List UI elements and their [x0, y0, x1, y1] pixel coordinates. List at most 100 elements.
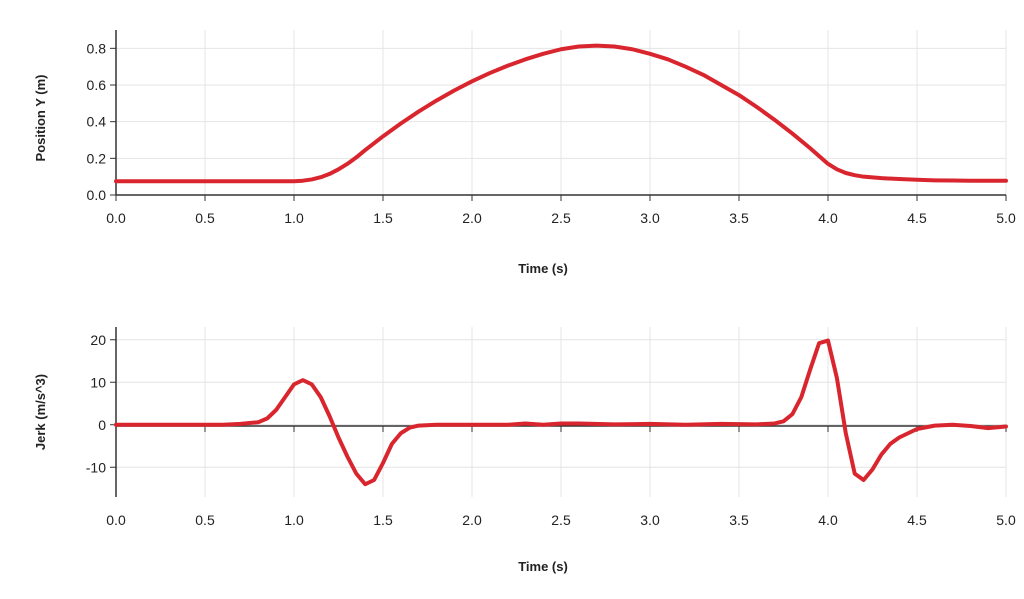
jerk-data-point — [363, 482, 367, 486]
jerk-y-tick-label: 10 — [90, 374, 106, 390]
position-data-point — [417, 110, 421, 114]
jerk-data-point — [612, 422, 616, 426]
jerk-data-point — [871, 467, 875, 471]
position-x-tick-label: 0.0 — [106, 210, 126, 226]
jerk-data-point — [506, 423, 510, 427]
position-x-tick-label: 0.5 — [195, 210, 215, 226]
jerk-y-axis-title: Jerk (m/s^3) — [33, 374, 48, 450]
position-x-tick-label: 1.5 — [373, 210, 393, 226]
position-data-point — [915, 178, 919, 182]
position-y-tick-label: 0.2 — [87, 150, 107, 166]
jerk-data-point — [648, 422, 652, 426]
position-data-point — [301, 179, 305, 183]
jerk-data-point — [248, 421, 252, 425]
position-data-point — [773, 118, 777, 122]
position-data-point — [337, 167, 341, 171]
jerk-data-point — [310, 382, 314, 386]
jerk-data-point — [782, 419, 786, 423]
position-x-tick-label: 2.5 — [551, 210, 571, 226]
jerk-data-point — [159, 423, 163, 427]
position-y-tick-label: 0.8 — [87, 40, 107, 56]
jerk-x-tick-label: 3.5 — [729, 512, 749, 528]
position-data-point — [114, 179, 118, 183]
jerk-data-point — [417, 424, 421, 428]
jerk-data-point — [879, 453, 883, 457]
jerk-data-point — [372, 478, 376, 482]
position-y-axis-title: Position Y (m) — [33, 75, 48, 162]
jerk-x-tick-label: 2.0 — [462, 512, 482, 528]
position-data-point — [968, 179, 972, 183]
jerk-data-point — [790, 412, 794, 416]
jerk-data-point — [915, 427, 919, 431]
position-data-point — [434, 99, 438, 103]
jerk-data-point — [399, 431, 403, 435]
jerk-data-point — [408, 426, 412, 430]
jerk-data-point — [239, 422, 243, 426]
jerk-data-point — [835, 376, 839, 380]
jerk-data-point — [354, 472, 358, 476]
position-data-point — [595, 44, 599, 48]
jerk-data-point — [844, 431, 848, 435]
position-data-point — [755, 105, 759, 109]
position-data-point — [381, 134, 385, 138]
jerk-data-point — [862, 478, 866, 482]
position-data-point — [310, 177, 314, 181]
position-data-point — [951, 179, 955, 183]
jerk-y-tick-label: 20 — [90, 332, 106, 348]
jerk-x-tick-label: 5.0 — [996, 512, 1016, 528]
position-data-point — [790, 132, 794, 136]
jerk-y-tick-label: 0 — [98, 417, 106, 433]
jerk-x-tick-label: 4.0 — [818, 512, 838, 528]
jerk-data-point — [986, 426, 990, 430]
position-data-point — [684, 65, 688, 69]
position-data-point — [701, 73, 705, 77]
position-data-point — [248, 179, 252, 183]
jerk-data-point — [221, 423, 225, 427]
position-data-point — [452, 89, 456, 93]
jerk-data-point — [817, 341, 821, 345]
position-data-point — [844, 171, 848, 175]
position-data-point — [345, 162, 349, 166]
position-y-tick-label: 0.6 — [87, 77, 107, 93]
jerk-data-point — [773, 421, 777, 425]
jerk-data-point — [328, 414, 332, 418]
position-data-point — [470, 79, 474, 83]
position-data-point — [666, 57, 670, 61]
position-data-point — [826, 162, 830, 166]
position-data-point — [933, 178, 937, 182]
jerk-data-point — [523, 421, 527, 425]
position-data-point — [159, 179, 163, 183]
jerk-y-tick-label: -10 — [86, 459, 106, 475]
position-x-tick-label: 4.5 — [907, 210, 927, 226]
jerk-data-point — [301, 378, 305, 382]
jerk-data-point — [951, 423, 955, 427]
position-x-tick-label: 3.5 — [729, 210, 749, 226]
position-data-point — [319, 175, 323, 179]
position-data-point — [862, 175, 866, 179]
jerk-data-point — [292, 382, 296, 386]
jerk-data-point — [337, 436, 341, 440]
jerk-data-point — [559, 421, 563, 425]
position-data-point — [577, 45, 581, 49]
position-data-point — [853, 173, 857, 177]
position-data-point — [506, 64, 510, 68]
position-data-point — [203, 179, 207, 183]
jerk-data-point — [684, 423, 688, 427]
jerk-data-point — [799, 395, 803, 399]
jerk-x-tick-label: 1.0 — [284, 512, 304, 528]
jerk-data-point — [283, 395, 287, 399]
position-data-point — [328, 172, 332, 176]
position-data-point — [292, 179, 296, 183]
jerk-x-axis-title: Time (s) — [518, 559, 568, 574]
jerk-series-line — [114, 338, 1008, 487]
jerk-data-point — [577, 421, 581, 425]
jerk-x-tick-label: 0.5 — [195, 512, 215, 528]
jerk-x-tick-label: 2.5 — [551, 512, 571, 528]
jerk-data-point — [826, 339, 830, 343]
jerk-data-point — [274, 408, 278, 412]
jerk-data-point — [755, 422, 759, 426]
jerk-data-point — [265, 416, 269, 420]
jerk-data-point — [434, 423, 438, 427]
jerk-x-tick-label: 0.0 — [106, 512, 126, 528]
